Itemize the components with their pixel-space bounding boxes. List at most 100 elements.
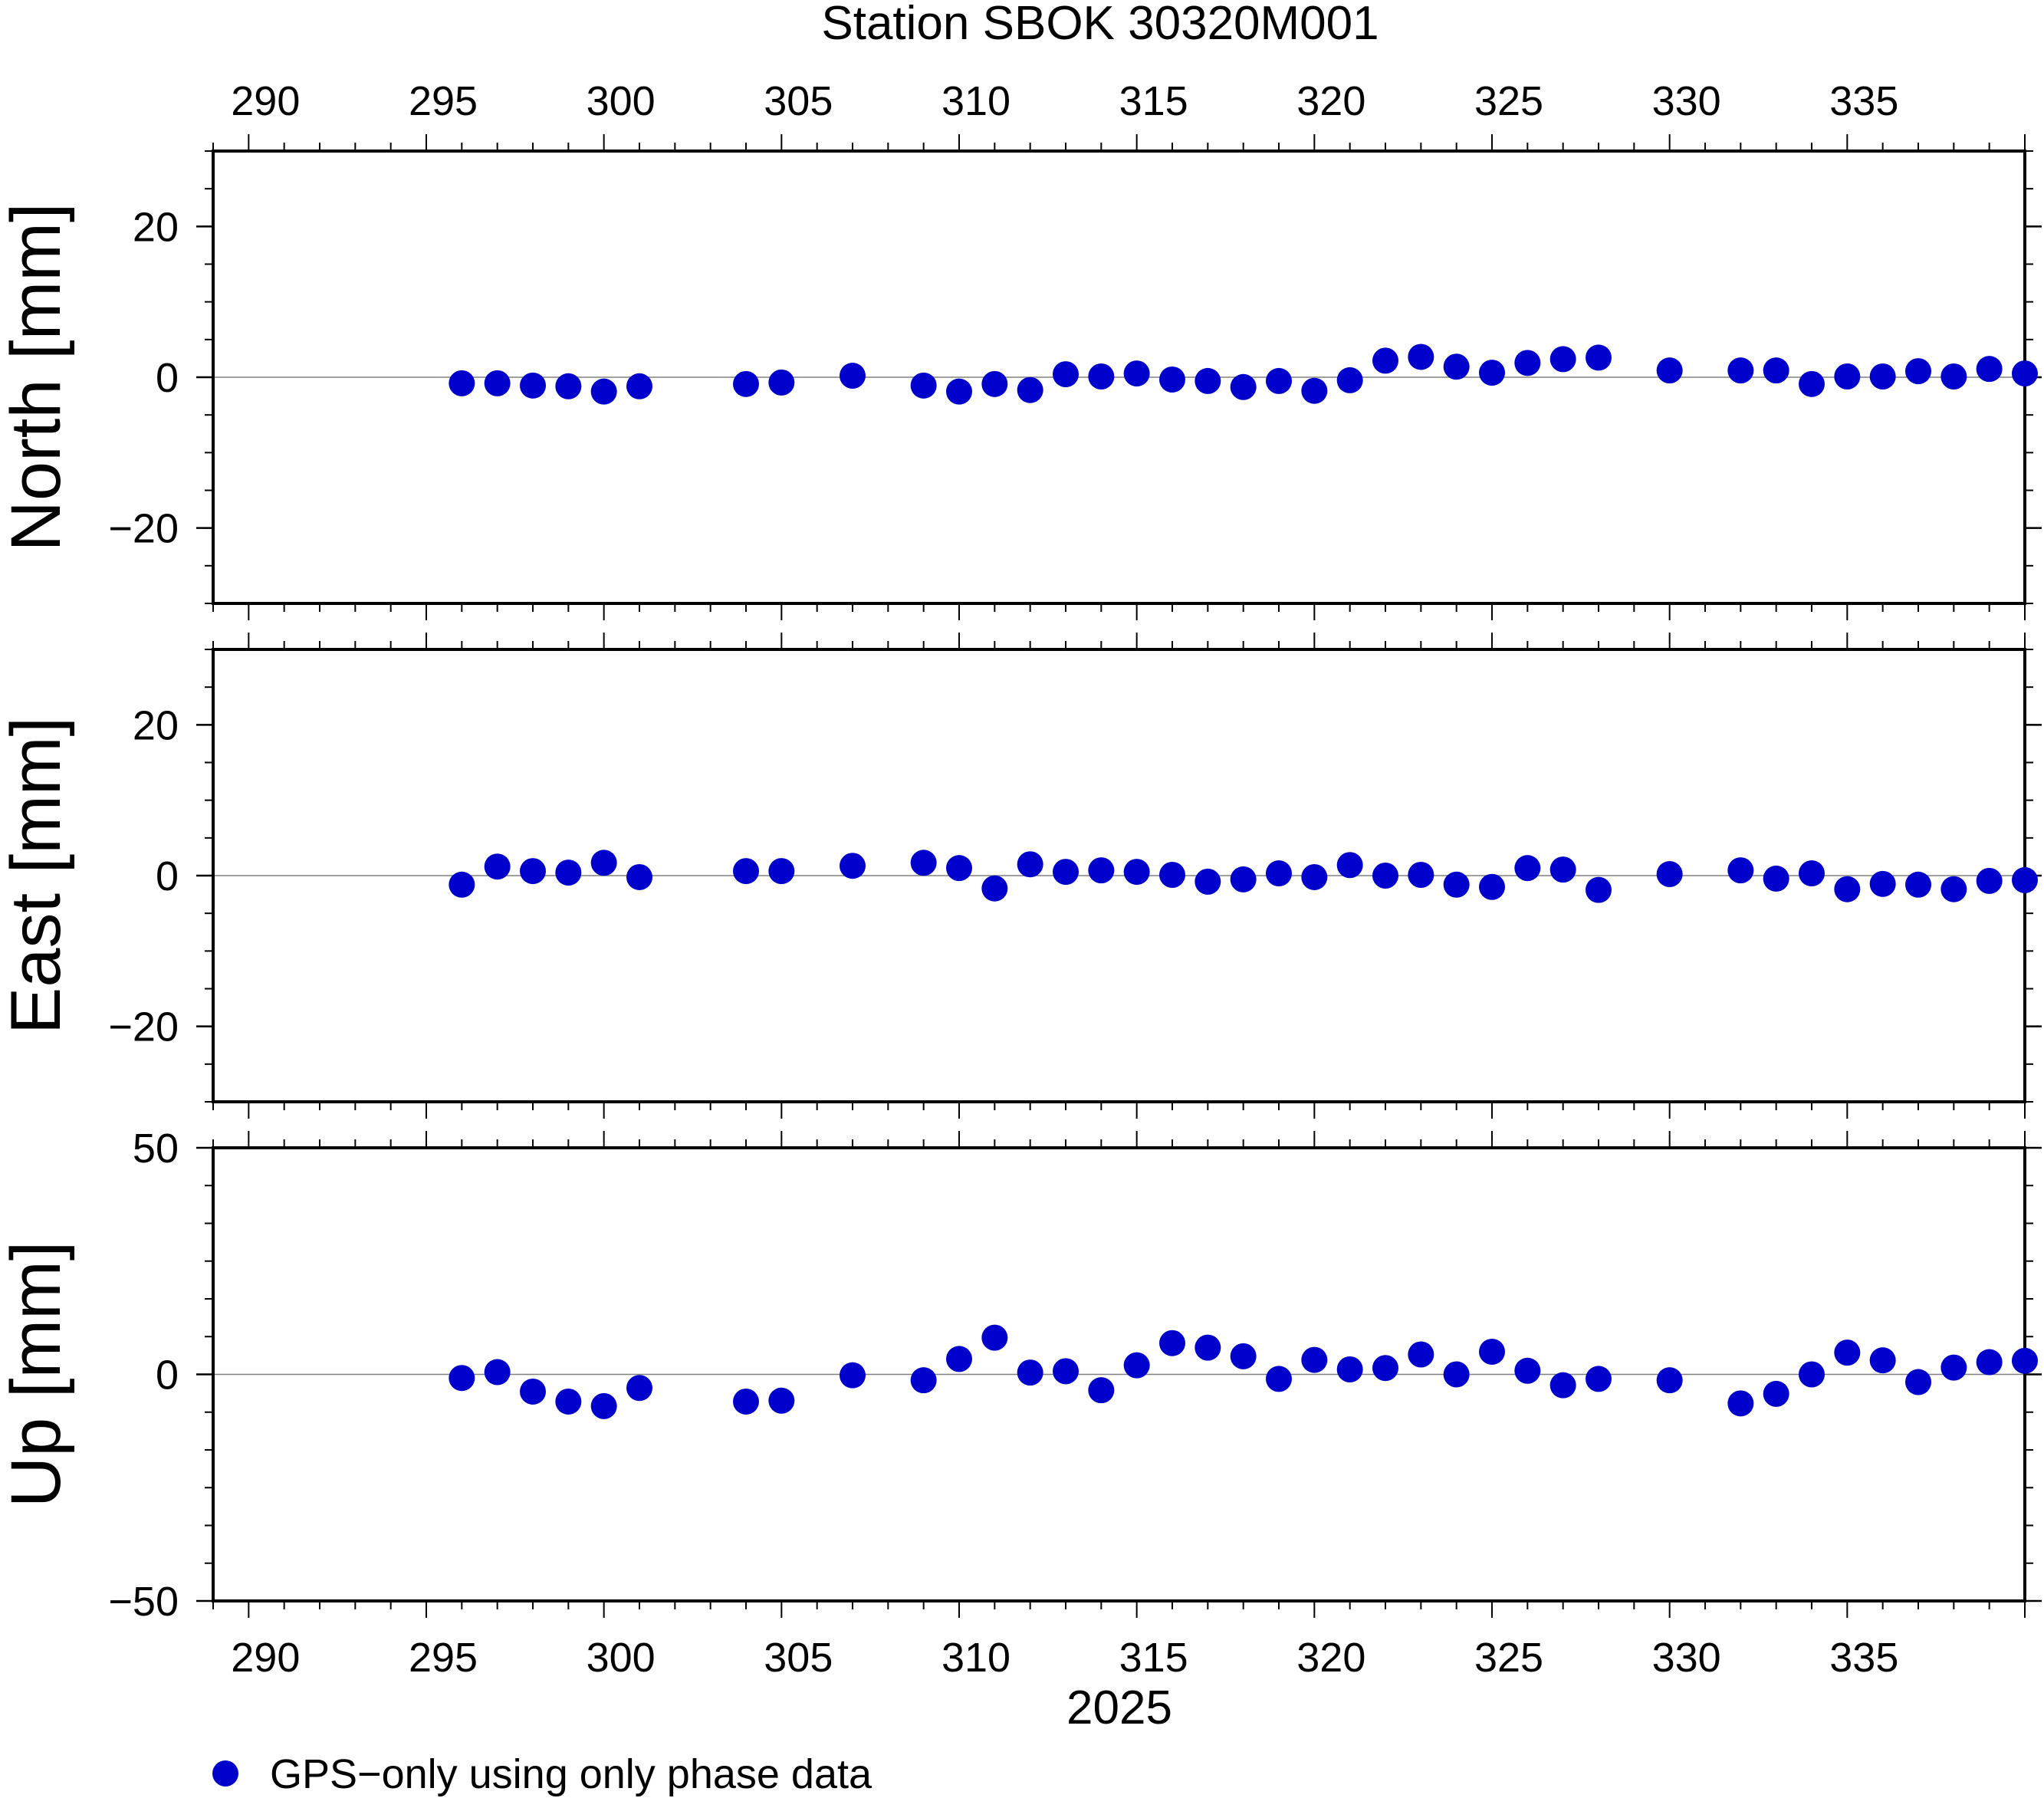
data-point	[768, 1387, 795, 1414]
data-point	[590, 1392, 617, 1419]
data-point	[1159, 366, 1185, 393]
data-point	[1017, 851, 1043, 878]
x-tick-label: 315	[1119, 78, 1188, 124]
data-point	[1195, 868, 1221, 895]
data-point	[1514, 1357, 1541, 1384]
data-point	[2012, 866, 2038, 893]
data-point	[626, 863, 652, 890]
data-point	[1869, 363, 1896, 390]
data-point	[520, 858, 546, 885]
x-tick-label: 325	[1474, 1635, 1543, 1681]
x-tick-label: 300	[587, 1635, 656, 1681]
x-tick-label: 330	[1652, 1635, 1721, 1681]
data-point	[1053, 1358, 1079, 1385]
data-point	[946, 855, 972, 882]
data-point	[1586, 876, 1612, 903]
data-point	[590, 850, 617, 876]
data-point	[1905, 358, 1931, 385]
data-point	[449, 871, 475, 898]
x-tick-label: 335	[1829, 1635, 1898, 1681]
data-point	[981, 1324, 1008, 1351]
data-point	[1372, 347, 1398, 374]
data-point	[1336, 367, 1363, 393]
data-point	[1976, 1349, 2003, 1376]
x-tick-label: 325	[1474, 78, 1543, 124]
data-point	[1123, 1352, 1150, 1379]
x-tick-label: 310	[941, 1635, 1010, 1681]
data-point	[1940, 1354, 1967, 1381]
x-tick-label: 335	[1829, 78, 1898, 124]
data-point	[1869, 1347, 1896, 1374]
data-point	[555, 373, 582, 399]
data-point	[1408, 1341, 1434, 1368]
data-point	[1017, 376, 1043, 403]
x-axis-label: 2025	[1066, 1681, 1172, 1734]
y-axis-label: East [mm]	[0, 717, 75, 1034]
y-tick-label: 20	[133, 204, 179, 250]
data-point	[1159, 1330, 1185, 1356]
y-tick-label: 0	[156, 1353, 179, 1399]
data-point	[1905, 1369, 1931, 1395]
data-point	[1053, 361, 1079, 388]
x-tick-label: 315	[1119, 1635, 1188, 1681]
data-point	[768, 369, 795, 396]
data-point	[555, 1388, 582, 1415]
data-point	[768, 858, 795, 885]
data-point	[1266, 1366, 1292, 1392]
y-tick-label: −50	[108, 1579, 179, 1625]
data-point	[520, 372, 546, 399]
data-point	[1799, 1361, 1825, 1388]
x-tick-label: 295	[409, 1635, 478, 1681]
y-axis-label: Up [mm]	[0, 1241, 75, 1508]
x-tick-label: 310	[941, 78, 1010, 124]
y-tick-label: 50	[133, 1126, 179, 1172]
data-point	[1336, 852, 1363, 879]
x-tick-label: 320	[1296, 78, 1365, 124]
data-point	[981, 370, 1008, 397]
data-point	[1514, 350, 1541, 376]
data-point	[484, 853, 511, 880]
legend: GPS−only using only phase data	[212, 1751, 872, 1797]
x-tick-label: 290	[231, 1635, 300, 1681]
data-point	[1586, 344, 1612, 371]
data-point	[1479, 1338, 1505, 1365]
data-point	[1123, 859, 1150, 886]
data-point	[1905, 871, 1931, 898]
data-point	[910, 1367, 937, 1394]
x-tick-label: 330	[1652, 78, 1721, 124]
data-point	[1727, 1390, 1754, 1417]
data-point	[733, 858, 759, 885]
data-point	[1443, 353, 1470, 380]
data-point	[1017, 1359, 1043, 1386]
data-point	[1763, 1380, 1789, 1407]
data-point	[1727, 357, 1754, 384]
data-point	[733, 370, 759, 397]
data-point	[1301, 377, 1328, 404]
data-point	[946, 1346, 972, 1372]
data-point	[1088, 1377, 1115, 1404]
data-point	[1834, 363, 1861, 390]
data-point	[1123, 360, 1150, 387]
data-point	[840, 363, 866, 390]
data-point	[1727, 857, 1754, 884]
panel-2: 20 0 −20 East [mm]	[0, 633, 2042, 1119]
data-point	[449, 370, 475, 396]
data-point	[484, 370, 511, 396]
data-point	[1479, 873, 1505, 900]
y-tick-label: 0	[156, 355, 179, 401]
bottom-x-axis: 290 295 300 305 310 315 320 325 330 335	[212, 1601, 2026, 1681]
data-point	[2012, 1347, 2038, 1374]
data-point	[1408, 862, 1434, 889]
data-point	[946, 378, 972, 405]
data-point	[1443, 1361, 1470, 1388]
data-point	[910, 850, 937, 876]
data-point	[1763, 357, 1789, 384]
data-point	[1834, 1339, 1861, 1366]
data-point	[1230, 866, 1257, 892]
data-point	[1940, 876, 1967, 902]
panel-1: 20 0 −20 North [mm]	[0, 150, 2042, 620]
top-x-axis: 290 295 300 305 310 315 320 325 330 335	[212, 78, 2026, 151]
data-point	[1159, 862, 1185, 889]
data-point	[1514, 855, 1541, 882]
